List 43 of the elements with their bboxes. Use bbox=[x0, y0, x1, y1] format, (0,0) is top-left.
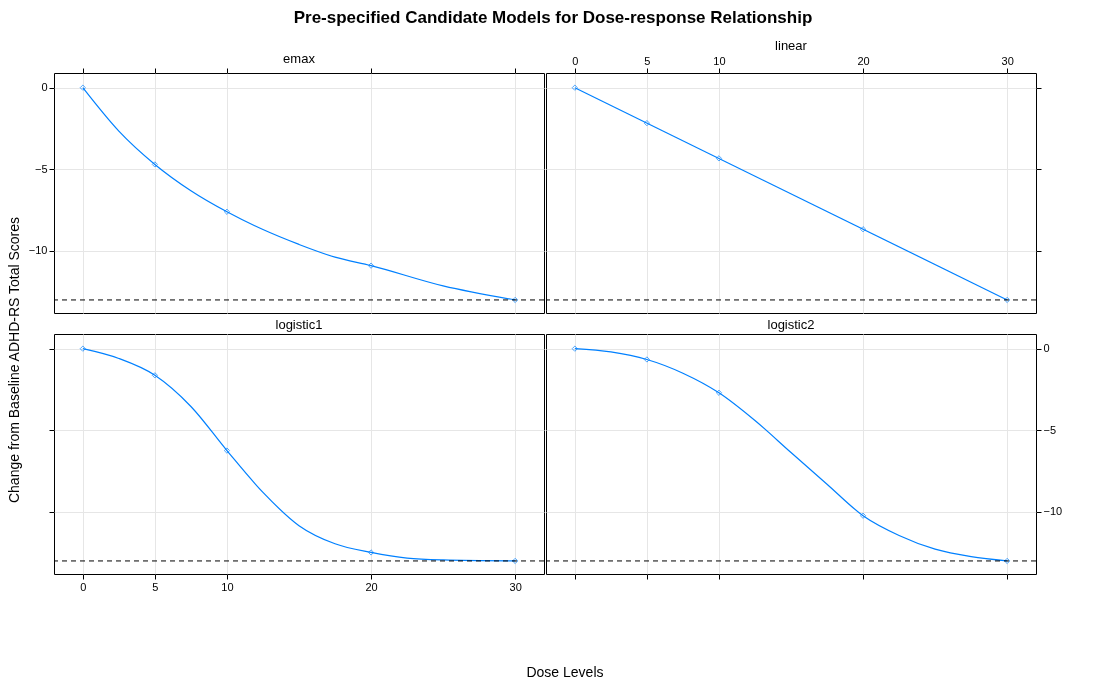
x-axis-title: Dose Levels bbox=[525, 664, 605, 680]
x-tick-label: 20 bbox=[857, 54, 870, 67]
point bbox=[643, 119, 651, 127]
point bbox=[1004, 557, 1011, 565]
point bbox=[79, 345, 86, 352]
point bbox=[643, 356, 651, 363]
y-tick-label: 0 bbox=[41, 81, 48, 94]
x-tick-label: 10 bbox=[713, 54, 726, 67]
point bbox=[367, 549, 375, 556]
point bbox=[151, 372, 159, 379]
y-tick-label: −5 bbox=[34, 162, 48, 175]
point bbox=[512, 296, 519, 304]
point bbox=[223, 447, 231, 454]
point bbox=[571, 84, 578, 91]
text: Pre-specified Candidate Models for Dose-response Relationship bbox=[292, 8, 814, 28]
point bbox=[79, 84, 86, 91]
x-tick-label: 5 bbox=[152, 580, 159, 593]
x-tick-label: 10 bbox=[221, 580, 234, 593]
point bbox=[1004, 296, 1011, 304]
chart-title: logistic1 bbox=[275, 317, 323, 332]
chart-title: logistic2 bbox=[767, 317, 815, 332]
x-tick-label: 20 bbox=[365, 580, 378, 593]
x-tick-label: 30 bbox=[509, 580, 522, 593]
point bbox=[571, 345, 578, 352]
point bbox=[715, 155, 723, 162]
x-tick-label: 0 bbox=[80, 580, 87, 593]
y-tick-label: −10 bbox=[1043, 505, 1063, 518]
x-tick-label: 30 bbox=[1001, 54, 1014, 67]
point bbox=[223, 208, 231, 215]
point bbox=[512, 557, 519, 565]
y-tick-label: −5 bbox=[1043, 423, 1057, 436]
x-tick-label: 0 bbox=[572, 54, 579, 67]
point bbox=[151, 161, 159, 168]
chart-title: emax bbox=[283, 50, 316, 66]
point bbox=[715, 389, 723, 396]
x-tick-label: 5 bbox=[644, 54, 651, 67]
y-tick-label: −10 bbox=[28, 244, 48, 257]
y-tick-label: 0 bbox=[1043, 342, 1050, 355]
y-axis-title: Change from Baseline ADHD-RS Total Scores bbox=[6, 216, 22, 504]
point bbox=[859, 512, 867, 519]
chart-title: linear bbox=[775, 38, 808, 53]
point bbox=[859, 226, 867, 233]
point bbox=[367, 262, 375, 269]
